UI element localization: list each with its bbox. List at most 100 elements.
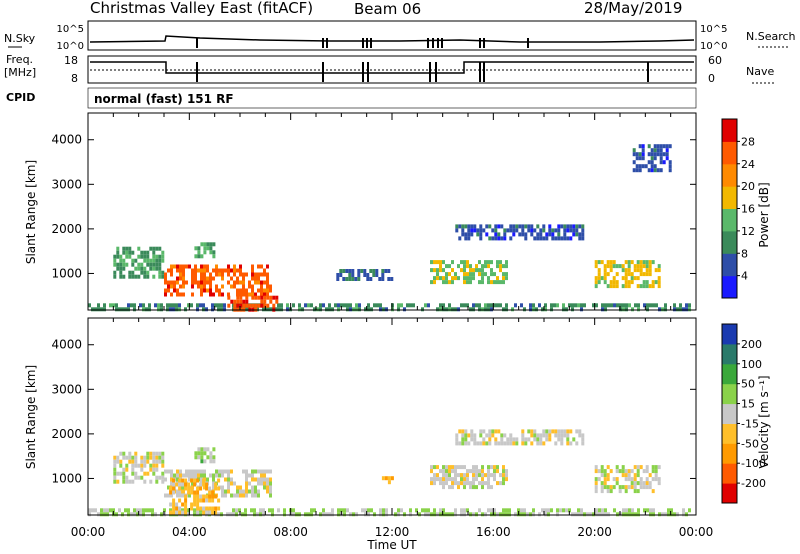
velocity-echo-cell: [594, 485, 598, 490]
velocity-echo-cell: [673, 512, 676, 517]
velocity-echo-cell: [140, 463, 144, 468]
velocity-echo-cell: [152, 471, 156, 476]
power-echo-cell: [455, 224, 459, 229]
velocity-echo-cell: [630, 485, 634, 490]
velocity-colorbar-tick-label: -15: [741, 417, 759, 430]
velocity-echo-cell: [654, 469, 658, 474]
velocity-echo-cell: [502, 508, 505, 513]
velocity-echo-cell: [203, 473, 206, 478]
velocity-echo-cell: [208, 510, 212, 515]
velocity-echo-cell: [257, 493, 260, 498]
power-echo-cell: [167, 268, 170, 273]
velocity-echo-cell: [242, 493, 245, 498]
power-echo-cell: [466, 260, 469, 265]
power-echo-cell: [433, 280, 436, 285]
power-echo-cell: [373, 303, 376, 308]
velocity-echo-cell: [233, 481, 236, 486]
power-echo-cell: [592, 303, 595, 308]
power-echo-cell: [170, 292, 173, 297]
velocity-echo-cell: [260, 469, 263, 474]
power-echo-cell: [133, 307, 136, 312]
power-echo-cell: [673, 303, 676, 308]
velocity-echo-cell: [606, 485, 610, 490]
power-echo-cell: [176, 292, 179, 297]
velocity-echo-cell: [651, 469, 655, 474]
power-echo-cell: [277, 303, 280, 308]
velocity-echo-cell: [600, 481, 604, 486]
velocity-echo-cell: [667, 512, 670, 517]
power-echo-cell: [139, 303, 142, 308]
velocity-echo-cell: [298, 512, 301, 517]
power-echo-cell: [242, 280, 245, 285]
velocity-echo-cell: [575, 441, 579, 446]
velocity-echo-cell: [142, 512, 145, 517]
power-echo-cell: [128, 254, 132, 259]
power-echo-cell: [158, 258, 162, 263]
velocity-echo-cell: [235, 508, 238, 513]
velocity-echo-cell: [502, 512, 505, 517]
power-echo-cell: [400, 303, 403, 308]
power-echo-cell: [166, 307, 169, 312]
velocity-echo-cell: [136, 508, 139, 513]
velocity-echo-cell: [457, 473, 460, 478]
velocity-echo-cell: [628, 508, 631, 513]
power-echo-cell: [656, 152, 660, 157]
velocity-echo-cell: [203, 469, 206, 474]
velocity-echo-cell: [343, 508, 346, 513]
power-echo-cell: [206, 276, 209, 281]
power-echo-cell: [624, 284, 628, 289]
velocity-echo-cell: [472, 512, 475, 517]
power-echo-cell: [387, 277, 391, 281]
velocity-echo-cell: [547, 512, 550, 517]
power-echo-cell: [635, 168, 639, 173]
power-echo-cell: [630, 260, 634, 265]
velocity-echo-cell: [502, 473, 505, 478]
power-echo-cell: [448, 280, 451, 285]
velocity-echo-cell: [88, 508, 91, 513]
velocity-echo-cell: [688, 508, 691, 513]
velocity-echo-cell: [161, 451, 165, 456]
velocity-echo-cell: [615, 469, 619, 474]
power-echo-cell: [550, 307, 553, 312]
velocity-echo-cell: [125, 479, 129, 484]
velocity-echo-cell: [487, 485, 490, 490]
power-echo-cell: [355, 307, 358, 312]
power-echo-cell: [533, 228, 537, 233]
velocity-echo-cell: [609, 469, 613, 474]
power-echo-cell: [445, 307, 448, 312]
power-echo-cell: [545, 232, 549, 237]
velocity-echo-cell: [454, 473, 457, 478]
power-echo-cell: [499, 260, 502, 265]
power-echo-cell: [505, 272, 508, 277]
power-echo-cell: [221, 272, 224, 277]
velocity-echo-cell: [193, 512, 196, 517]
power-echo-cell: [176, 288, 179, 293]
power-echo-cell: [115, 303, 118, 308]
velocity-echo-cell: [648, 473, 652, 478]
power-echo-cell: [581, 236, 585, 241]
velocity-echo-cell: [91, 508, 94, 513]
velocity-echo-cell: [382, 512, 385, 517]
power-echo-cell: [515, 228, 519, 233]
power-echo-cell: [360, 269, 364, 273]
velocity-echo-cell: [642, 469, 646, 474]
velocity-echo-cell: [448, 473, 451, 478]
power-echo-cell: [484, 307, 487, 312]
velocity-echo-cell: [97, 512, 100, 517]
power-echo-cell: [563, 224, 567, 229]
velocity-echo-cell: [367, 508, 370, 513]
power-echo-cell: [370, 307, 373, 312]
velocity-echo-cell: [521, 437, 525, 442]
velocity-echo-cell: [499, 473, 502, 478]
velocity-echo-cell: [146, 451, 150, 456]
velocity-echo-cell: [118, 508, 121, 513]
velocity-echo-cell: [451, 465, 454, 470]
velocity-echo-cell: [184, 498, 188, 503]
power-echo-cell: [607, 303, 610, 308]
velocity-echo-cell: [202, 498, 206, 503]
velocity-echo-cell: [455, 441, 459, 446]
velocity-echo-cell: [125, 463, 129, 468]
power-echo-cell: [604, 307, 607, 312]
velocity-echo-cell: [128, 455, 132, 460]
velocity-echo-cell: [152, 467, 156, 472]
